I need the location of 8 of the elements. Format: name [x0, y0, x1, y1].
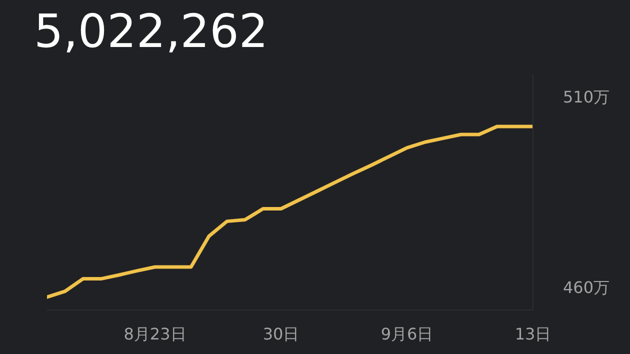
x-tick-label: 13日 [514, 324, 552, 344]
x-tick-label: 9月6日 [380, 324, 434, 344]
x-tick-label: 8月23日 [124, 324, 186, 344]
y-tick-label: 460万 [563, 278, 610, 297]
line-series [47, 124, 533, 299]
chart-title: 5,022,262 [34, 4, 268, 58]
x-tick-label: 30日 [262, 324, 300, 344]
y-tick-label: 510万 [563, 87, 610, 106]
